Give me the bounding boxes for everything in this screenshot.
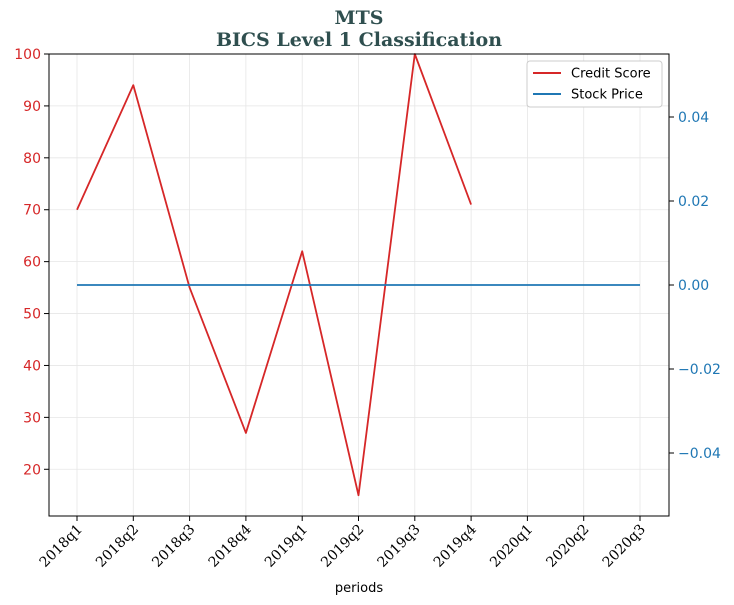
- x-tick-label: 2020q3: [600, 522, 649, 571]
- x-tick-label: 2019q1: [262, 522, 311, 571]
- x-tick-label: 2018q3: [149, 522, 198, 571]
- x-tick-label: 2019q3: [374, 522, 423, 571]
- x-tick-label: 2019q4: [431, 521, 480, 570]
- left-tick-label: 60: [23, 255, 41, 271]
- legend-label-credit-score: Credit Score: [571, 67, 651, 82]
- x-tick-label: 2018q2: [93, 522, 142, 571]
- left-tick-label: 40: [23, 358, 41, 374]
- grid: [49, 53, 669, 516]
- right-tick-label: 0.04: [678, 110, 709, 126]
- right-tick-label: 0.00: [678, 278, 709, 294]
- x-tick-label: 2020q1: [487, 522, 536, 571]
- x-tick-label: 2018q4: [206, 521, 255, 570]
- x-axis-label: periods: [335, 581, 383, 596]
- axis-ticks: 2018q1 2018q2 2018q3 2018q4 2019q1 2019q2 2019…: [14, 47, 721, 571]
- legend: Credit Score Stock Price: [526, 60, 663, 108]
- left-tick-label: 80: [23, 151, 41, 167]
- left-tick-label: 30: [23, 410, 41, 426]
- series-line-credit-score: [76, 53, 472, 497]
- chart-subtitle: BICS Level 1 Classification: [216, 29, 502, 51]
- x-tick-label: 2018q1: [37, 522, 86, 571]
- legend-label-stock-price: Stock Price: [571, 88, 643, 103]
- x-tick-label: 2020q2: [543, 522, 592, 571]
- right-tick-label: 0.02: [678, 194, 709, 210]
- left-tick-label: 20: [23, 462, 41, 478]
- x-tick-label: 2019q2: [318, 522, 367, 571]
- left-tick-label: 70: [23, 203, 41, 219]
- right-tick-label: −0.04: [678, 446, 721, 462]
- left-tick-label: 50: [23, 307, 41, 323]
- left-tick-label: 90: [23, 99, 41, 115]
- left-tick-label: 100: [14, 47, 41, 63]
- right-tick-label: −0.02: [678, 362, 721, 378]
- series-lines: [76, 53, 640, 497]
- chart-title: MTS: [335, 7, 384, 29]
